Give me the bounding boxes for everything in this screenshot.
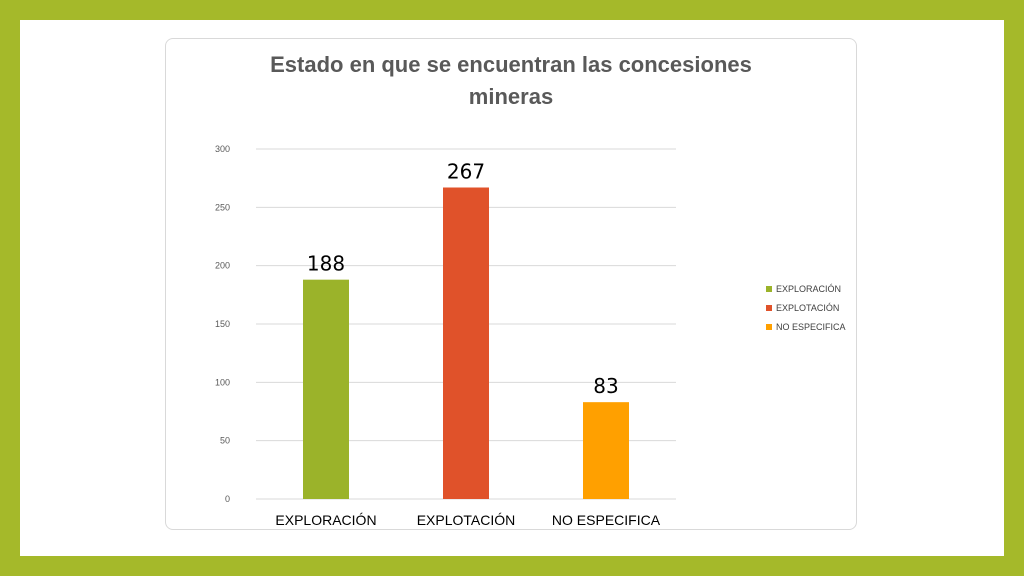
- data-label-exploracion: 188: [307, 252, 345, 276]
- legend-swatch-exploracion: [766, 285, 772, 292]
- y-tick-label-250: 250: [215, 202, 230, 212]
- y-tick-label-0: 0: [225, 494, 230, 504]
- legend-swatch-no-especifica: [766, 323, 772, 330]
- data-label-explotacion: 267: [447, 160, 485, 184]
- x-category-label-explotacion: EXPLOTACIÓN: [417, 512, 516, 528]
- chart-title-line-1: Estado en que se encuentran las concesio…: [270, 52, 752, 77]
- x-category-label-no-especifica: NO ESPECIFICA: [552, 512, 661, 528]
- legend-label-no-especifica: NO ESPECIFICA: [776, 321, 846, 332]
- chart-title-line-2: mineras: [468, 84, 554, 109]
- chart-area: Estado en que se encuentran las concesio…: [165, 38, 857, 530]
- y-tick-label-200: 200: [215, 261, 230, 271]
- data-label-no-especifica: 83: [593, 374, 618, 398]
- y-tick-label-100: 100: [215, 377, 230, 387]
- x-category-label-exploracion: EXPLORACIÓN: [275, 512, 376, 528]
- y-tick-label-150: 150: [215, 319, 230, 329]
- bar-no-especifica: [583, 402, 629, 499]
- chart-title: Estado en que se encuentran las concesio…: [166, 49, 856, 113]
- bar-explotacion: [443, 187, 489, 499]
- legend-label-explotacion: EXPLOTACIÓN: [776, 302, 840, 313]
- bar-exploracion: [303, 279, 349, 499]
- slide: Estado en que se encuentran las concesio…: [20, 20, 1004, 556]
- y-tick-label-300: 300: [215, 144, 230, 154]
- legend-item-explotacion: EXPLOTACIÓN: [766, 298, 846, 317]
- legend-item-no-especifica: NO ESPECIFICA: [766, 317, 846, 336]
- legend-item-exploracion: EXPLORACIÓN: [766, 279, 846, 298]
- legend-swatch-explotacion: [766, 304, 772, 311]
- legend: EXPLORACIÓN EXPLOTACIÓN NO ESPECIFICA: [766, 279, 846, 336]
- y-tick-label-50: 50: [220, 436, 230, 446]
- plot-area: 0 50 100 150 200 250 300 188 EXPLORACIÓN 267 EXPLO…: [215, 144, 676, 528]
- legend-label-exploracion: EXPLORACIÓN: [776, 283, 842, 294]
